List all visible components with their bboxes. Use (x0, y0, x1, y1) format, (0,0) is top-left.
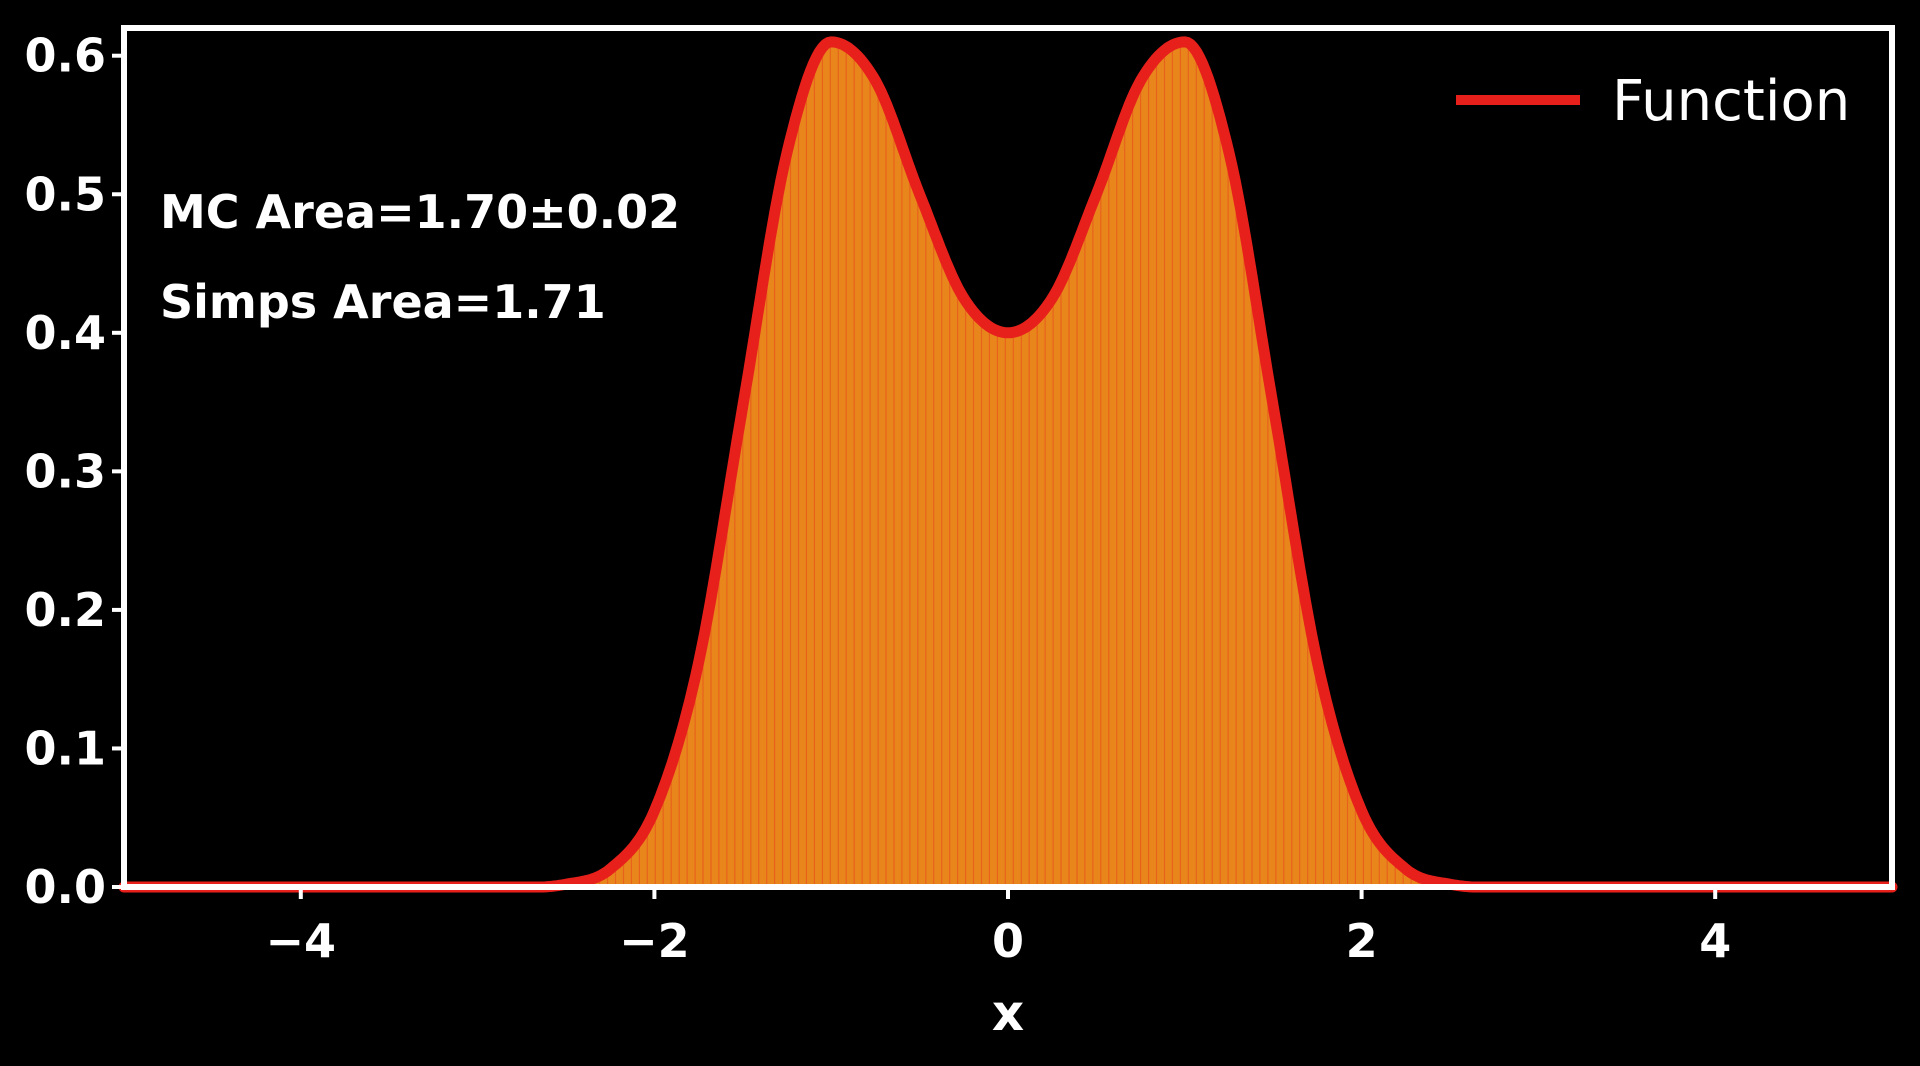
y-tick-label: 0.1 (25, 721, 107, 775)
area-fill-region (124, 41, 1892, 887)
y-tick-label: 0.2 (25, 583, 107, 637)
legend-label-function: Function (1612, 69, 1850, 134)
y-ticks: 0.0 0.1 0.2 0.3 0.4 0.5 0.6 (25, 29, 124, 914)
x-tick-label: −4 (266, 914, 337, 968)
x-tick-label: 0 (992, 914, 1024, 968)
x-ticks: −4 −2 0 2 4 (266, 887, 1731, 968)
simps-area-annotation: Simps Area=1.71 (160, 275, 606, 329)
y-tick-label: 0.6 (25, 29, 107, 83)
x-tick-label: −2 (619, 914, 690, 968)
y-tick-label: 0.5 (25, 167, 107, 221)
x-axis-label: x (992, 984, 1024, 1042)
x-tick-label: 4 (1699, 914, 1731, 968)
x-tick-label: 2 (1346, 914, 1378, 968)
y-tick-label: 0.3 (25, 444, 107, 498)
y-tick-label: 0.4 (25, 306, 107, 360)
mc-area-annotation: MC Area=1.70±0.02 (160, 185, 680, 239)
y-tick-label: 0.0 (25, 860, 107, 914)
legend: Function (1456, 69, 1850, 134)
